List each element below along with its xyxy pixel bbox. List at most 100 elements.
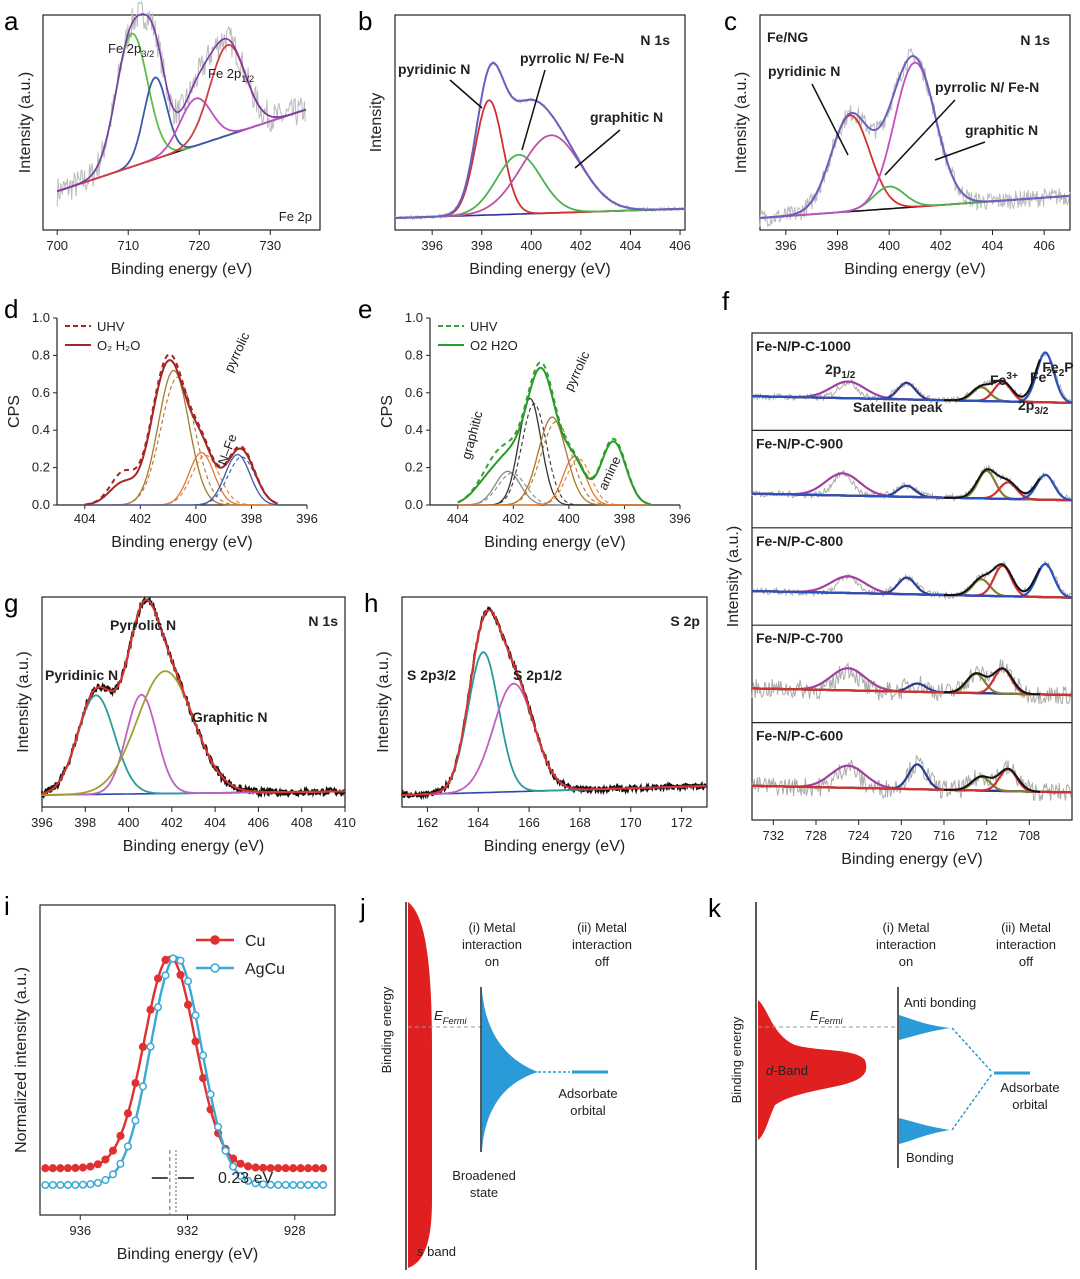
raw-data-line [751, 659, 1072, 705]
series-marker [71, 1180, 80, 1189]
x-tick-label: 932 [177, 1223, 199, 1238]
panel-j: j Binding energy s band EFermi (i) Metal inte… [359, 893, 632, 1270]
panel-d: d 0.0 0.2 0.4 0.6 0.8 1.0 404 402 400 398 396 Bindin… [4, 294, 318, 551]
series-marker [101, 1155, 110, 1164]
x-tick-label: 730 [259, 238, 281, 253]
x-tick-label: 406 [669, 238, 691, 253]
panel-label: e [358, 294, 372, 324]
series-marker [266, 1180, 275, 1189]
series-marker [63, 1164, 72, 1173]
x-tick-label: 398 [827, 238, 849, 253]
annotation-fe2p32: Fe 2p3/2 [108, 41, 154, 59]
annotation-satellite: Satellite peak [853, 399, 943, 415]
series-marker [259, 1163, 268, 1172]
y-tick-label: 1.0 [32, 310, 50, 325]
x-tick-label: 404 [204, 815, 226, 830]
x-tick-label: 168 [569, 815, 591, 830]
series-marker [304, 1164, 313, 1173]
series-marker [176, 956, 185, 965]
panel-g: g 396 398 400 402 404 406 408 410 Binding energy … [4, 588, 356, 855]
y-tick-label: 0.0 [32, 497, 50, 512]
series-marker [41, 1164, 50, 1173]
x-tick-label: 400 [878, 238, 900, 253]
annotation-graphitic: graphitic N [965, 122, 1038, 138]
annotation-s2p32: S 2p3/2 [407, 667, 456, 683]
broadened-state-label: Broadened [452, 1168, 516, 1183]
series-marker [206, 1090, 215, 1099]
series-marker [191, 1037, 200, 1046]
raw-data-line [759, 48, 1071, 227]
series-marker [93, 1178, 102, 1187]
y-axis-label: Binding energy [379, 986, 394, 1073]
x-tick-label: 400 [185, 511, 207, 526]
envelope-line [56, 13, 307, 193]
x-tick-label: 728 [805, 828, 827, 843]
legend-marker [210, 935, 220, 945]
x-tick-label: 166 [518, 815, 540, 830]
annotation-pyrrolic: pyrrolic N/ Fe-N [520, 50, 624, 66]
anti-bonding-shape [899, 1015, 950, 1040]
bonding-shape [899, 1118, 950, 1144]
y-tick-label: 0.4 [405, 422, 423, 437]
annotation-s2p12: S 2p1/2 [513, 667, 562, 683]
arrow-line [449, 79, 483, 109]
x-tick-label: 400 [520, 238, 542, 253]
raw-data-line [400, 605, 708, 801]
panel-c: c 396 398 400 402 404 406 Binding energy (eV) In… [724, 6, 1071, 278]
envelope-line [759, 55, 1071, 219]
x-tick-label: 402 [930, 238, 952, 253]
s-band-shape [408, 902, 432, 1268]
series-marker [183, 977, 193, 986]
panel-h: h 162 164 166 168 170 172 Binding energy (eV) In… [364, 588, 708, 855]
series-marker [108, 1146, 117, 1155]
peak-fit-line [752, 667, 1073, 697]
annotation-graphitic: graphitic N [590, 109, 663, 125]
x-tick-label: 732 [762, 828, 784, 843]
series-marker [116, 1159, 125, 1168]
x-tick-label: 716 [933, 828, 955, 843]
series-marker [153, 974, 163, 983]
annotation-pyrrolic: pyrrolic N/ Fe-N [935, 79, 1039, 95]
corner-label: Fe 2p [279, 209, 312, 224]
series-marker [236, 1159, 245, 1168]
x-axis-label: Binding energy (eV) [844, 261, 985, 278]
arrow-line [934, 141, 986, 161]
y-tick-label: 0.2 [32, 460, 50, 475]
legend-label: UHV [97, 319, 125, 334]
annotation-fe3: Fe3+ [990, 371, 1018, 388]
x-tick-label: 402 [570, 238, 592, 253]
series-marker [266, 1164, 275, 1173]
series-marker [161, 955, 170, 965]
y-axis-label: Normalized intensity (a.u.) [13, 967, 30, 1153]
series-marker [251, 1163, 260, 1172]
subplot-label: Fe-N/P-C-1000 [756, 338, 851, 354]
fermi-label: EFermi [810, 1008, 843, 1026]
series-marker [101, 1176, 110, 1185]
series-marker [93, 1160, 102, 1169]
envelope-line [944, 767, 1041, 793]
panel-label: c [724, 6, 737, 36]
spectrum-title: N 1s [640, 32, 670, 48]
spectrum-title: S 2p [670, 613, 700, 629]
adsorbate-label: orbital [1012, 1097, 1048, 1112]
subplot-label: Fe-N/P-C-600 [756, 728, 843, 744]
panel-label: a [4, 6, 19, 36]
x-tick-label: 402 [161, 815, 183, 830]
x-tick-label: 398 [241, 511, 263, 526]
x-tick-label: 164 [467, 815, 489, 830]
column-heading-on: interaction [876, 937, 936, 952]
annotation-fe2p: Fe2P [1042, 359, 1073, 379]
panel-f: f 732 728 724 720 716 712 708 Binding energy (eV… [722, 286, 1074, 868]
series-marker [183, 1000, 193, 1009]
plot-frame [42, 14, 321, 231]
peak-fit-line [457, 397, 651, 506]
y-axis-label: Intensity (a.u.) [725, 526, 742, 627]
peak-fit-line [84, 369, 278, 506]
series-marker [146, 1042, 155, 1051]
peak-fit-line [457, 470, 651, 506]
x-tick-label: 708 [1018, 828, 1040, 843]
plot-frame [401, 596, 708, 808]
x-axis-label: Binding energy (eV) [841, 851, 982, 868]
annotation-amine: amine [595, 454, 624, 492]
panel-label: j [359, 893, 366, 923]
